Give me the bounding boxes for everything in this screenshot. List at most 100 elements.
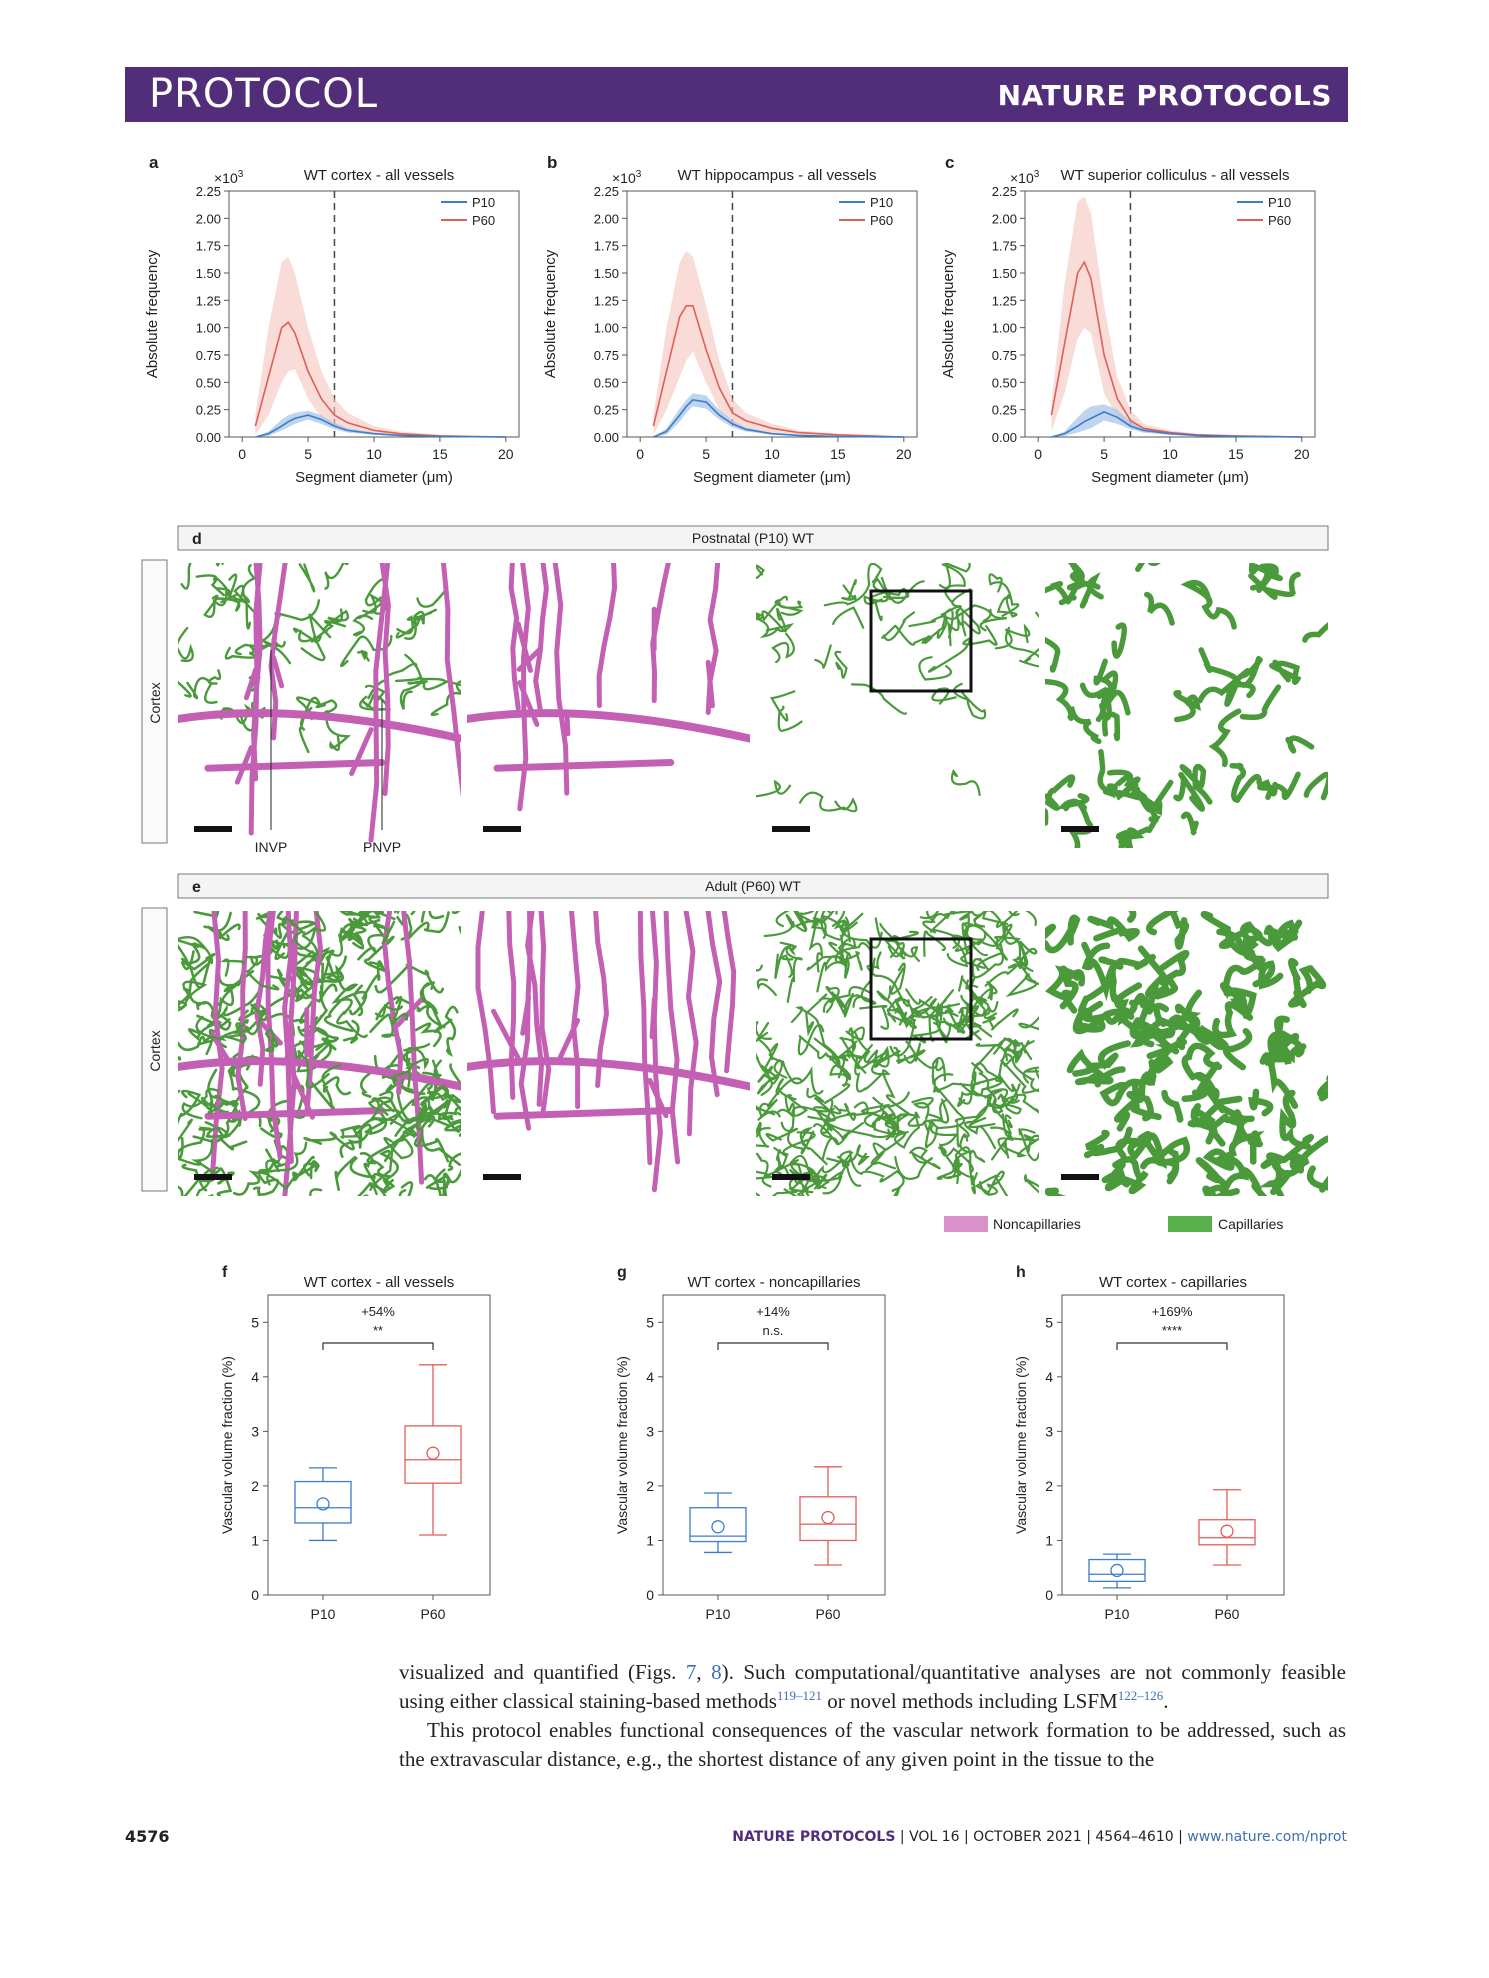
y-tick-label: 2.00 xyxy=(594,211,619,226)
y-tick-label: 0.50 xyxy=(196,375,221,390)
footer-date: OCTOBER 2021 xyxy=(973,1829,1082,1845)
line-chart-b: b 0.00 0.25 0.50 0.75 1.00 1.25 1.50 1.75 2.00 2.2… xyxy=(542,153,918,486)
figure-link[interactable]: 7 xyxy=(685,1660,697,1684)
plot-frame xyxy=(662,1294,886,1596)
y-tick-label: 1.50 xyxy=(992,266,1017,281)
y-tick-label: 2.00 xyxy=(196,211,221,226)
series-line-p10 xyxy=(255,414,506,438)
line-chart-a: a 0.00 0.25 0.50 0.75 1.00 1.25 1.50 1.75 2.00 2.2… xyxy=(144,153,520,486)
y-tick-label: 1.75 xyxy=(196,239,221,254)
plot-frame xyxy=(1061,1294,1285,1596)
legend-label: P60 xyxy=(870,213,893,228)
x-axis-label: Segment diameter (μm) xyxy=(295,469,453,486)
y-scale-label: ×103 xyxy=(612,169,642,186)
section-label: PROTOCOL xyxy=(149,71,379,117)
surface-vessel xyxy=(204,759,386,772)
side-label: Cortex xyxy=(147,1030,163,1071)
side-label-box xyxy=(141,559,168,844)
y-tick-label: 1.25 xyxy=(594,293,619,308)
x-tick-label: 20 xyxy=(498,446,514,462)
y-axis-label: Vascular volume fraction (%) xyxy=(614,1356,630,1534)
panel-letter: b xyxy=(547,153,557,172)
y-tick-label: 2.00 xyxy=(992,211,1017,226)
x-tick-label: 0 xyxy=(1034,446,1042,462)
figure: a 0.00 0.25 0.50 0.75 1.00 1.25 1.50 1.75 2.00 2.2… xyxy=(141,153,1329,1622)
chart-title: WT cortex - all vessels xyxy=(304,167,455,184)
legend-label: P10 xyxy=(472,195,495,210)
x-tick-label: P10 xyxy=(1105,1606,1130,1622)
footer-citation: NATURE PROTOCOLS | VOL 16 | OCTOBER 2021… xyxy=(732,1829,1347,1845)
citation-link[interactable]: 119–121 xyxy=(776,1688,822,1703)
x-tick-label: P10 xyxy=(706,1606,731,1622)
surface-vessel xyxy=(493,759,675,772)
y-tick-label: 0.50 xyxy=(594,375,619,390)
panel-letter: e xyxy=(192,879,201,896)
y-axis-label: Absolute frequency xyxy=(542,249,559,378)
figure-link[interactable]: 8 xyxy=(711,1660,722,1684)
row-title: Postnatal (P10) WT xyxy=(692,530,815,546)
noncapillaries xyxy=(209,911,425,1196)
series-line-p10 xyxy=(1051,411,1302,438)
noncapillaries xyxy=(508,563,721,812)
significance-bracket xyxy=(322,1342,434,1350)
scale-bar xyxy=(1061,1174,1099,1180)
y-tick-label: 5 xyxy=(251,1314,259,1330)
y-tick-label: 3 xyxy=(1045,1423,1053,1439)
y-scale-label: ×103 xyxy=(1010,169,1040,186)
x-tick-label: P10 xyxy=(311,1606,336,1622)
significance-label: **** xyxy=(1162,1323,1182,1338)
capillaries xyxy=(881,563,981,681)
legend-label-noncapillaries: Noncapillaries xyxy=(993,1216,1081,1232)
x-tick-label: 15 xyxy=(830,446,846,462)
row-title-bar xyxy=(177,873,1329,899)
y-tick-label: 0.00 xyxy=(196,430,221,445)
y-tick-label: 0.50 xyxy=(992,375,1017,390)
mean-marker xyxy=(1220,1524,1234,1538)
y-tick-label: 2 xyxy=(251,1478,259,1494)
percent-change: +14% xyxy=(756,1304,790,1319)
plot-frame xyxy=(267,1294,491,1596)
x-tick-label: 10 xyxy=(366,446,382,462)
y-tick-label: 1 xyxy=(251,1532,259,1548)
annotation-invp: INVP xyxy=(255,839,288,855)
panel-letter: g xyxy=(617,1264,627,1281)
y-tick-label: 1.00 xyxy=(992,321,1017,336)
mean-marker xyxy=(711,1520,725,1534)
x-tick-label: 5 xyxy=(702,446,710,462)
significance-label: n.s. xyxy=(763,1323,784,1338)
x-tick-label: 0 xyxy=(636,446,644,462)
y-tick-label: 0.75 xyxy=(196,348,221,363)
y-tick-label: 2 xyxy=(1045,1478,1053,1494)
series-line-p60 xyxy=(254,320,506,438)
box-p60 xyxy=(1198,1519,1256,1546)
mean-marker xyxy=(821,1510,835,1525)
line-chart-c: c 0.00 0.25 0.50 0.75 1.00 1.25 1.50 1.75 2.00 2.2… xyxy=(940,153,1316,486)
surface-vessel xyxy=(467,1057,750,1091)
y-tick-label: 1 xyxy=(646,1532,654,1548)
y-tick-label: 3 xyxy=(646,1423,654,1439)
footer-url[interactable]: www.nature.com/nprot xyxy=(1187,1829,1347,1845)
chart-title: WT cortex - capillaries xyxy=(1099,1274,1247,1291)
x-tick-label: 10 xyxy=(764,446,780,462)
header-banner: PROTOCOL NATURE PROTOCOLS xyxy=(125,67,1348,122)
x-tick-label: 5 xyxy=(1100,446,1108,462)
image-panel xyxy=(467,911,750,1196)
panel-letter: d xyxy=(192,531,202,548)
y-tick-label: 1.25 xyxy=(992,293,1017,308)
capillaries xyxy=(1045,563,1328,848)
capillaries xyxy=(1045,911,1328,1196)
y-tick-label: 0.25 xyxy=(594,403,619,418)
image-panel xyxy=(467,563,750,848)
footer-volume: VOL 16 xyxy=(909,1829,960,1845)
box-p10 xyxy=(1088,1558,1146,1583)
chart-title: WT superior colliculus - all vessels xyxy=(1061,167,1290,184)
x-tick-label: P60 xyxy=(1215,1606,1240,1622)
y-tick-label: 2.25 xyxy=(594,184,619,199)
surface-vessel xyxy=(493,1107,675,1120)
citation-link[interactable]: 122–126 xyxy=(1117,1688,1164,1703)
scale-bar xyxy=(1061,826,1099,832)
color-legend: Noncapillaries Capillaries xyxy=(944,1216,1283,1232)
x-tick-label: P60 xyxy=(816,1606,841,1622)
scale-bar xyxy=(194,826,232,832)
box-p60 xyxy=(799,1496,857,1542)
